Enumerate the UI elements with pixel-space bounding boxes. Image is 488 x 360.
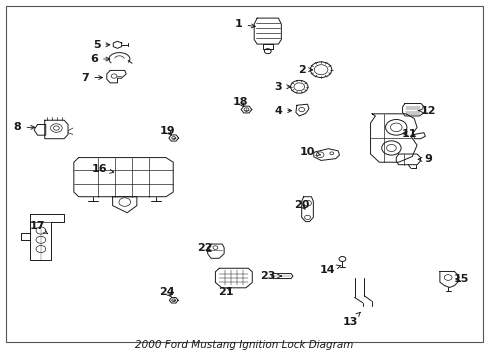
Text: 10: 10 [299,147,320,157]
Text: 24: 24 [159,287,174,297]
Text: 13: 13 [342,312,360,327]
Text: 2000 Ford Mustang Ignition Lock Diagram: 2000 Ford Mustang Ignition Lock Diagram [135,340,353,350]
Text: 22: 22 [197,243,212,253]
Text: 8: 8 [14,122,35,132]
Text: 23: 23 [260,271,281,281]
Text: 16: 16 [91,164,114,174]
Text: 15: 15 [453,274,468,284]
Text: 20: 20 [293,200,309,210]
Text: 2: 2 [297,65,312,75]
Text: 18: 18 [232,98,248,107]
Text: 17: 17 [29,221,47,234]
Text: 7: 7 [81,72,102,82]
Text: 19: 19 [160,126,175,136]
Text: 14: 14 [320,265,341,275]
Text: 4: 4 [274,105,291,116]
Text: 6: 6 [90,54,110,64]
Text: 11: 11 [401,129,416,139]
Text: 9: 9 [417,154,432,165]
Text: 3: 3 [274,82,290,92]
Text: 21: 21 [218,287,233,297]
Text: 1: 1 [234,19,255,29]
Text: 5: 5 [93,40,110,50]
Text: 12: 12 [417,105,436,116]
